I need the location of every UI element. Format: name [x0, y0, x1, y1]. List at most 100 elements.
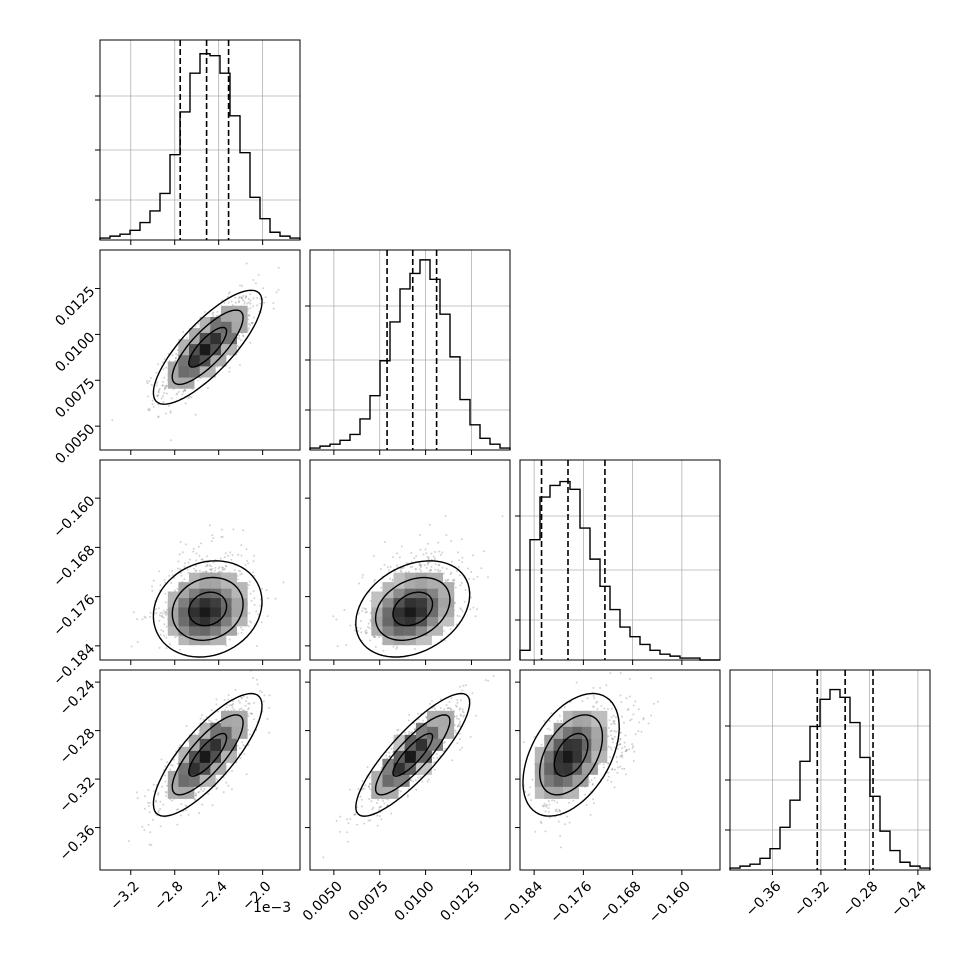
scatter-panel-2-0: −0.184−0.176−0.168−0.160 [50, 459, 301, 689]
sample-point [373, 554, 375, 557]
sample-point [245, 700, 248, 703]
sample-point [163, 612, 166, 615]
sample-point [251, 712, 254, 715]
sample-point [462, 684, 465, 687]
sample-point [247, 322, 250, 325]
sample-point [634, 700, 637, 703]
sample-point [208, 524, 211, 527]
sample-point [163, 358, 166, 360]
sample-point [262, 287, 265, 290]
sample-point [175, 808, 178, 811]
sample-point [164, 765, 167, 768]
sample-point [238, 363, 241, 366]
sample-point [459, 748, 461, 751]
sample-point [409, 566, 412, 569]
sample-point [461, 556, 464, 559]
panel-frame [309, 669, 511, 871]
sample-point [361, 610, 364, 612]
sample-point [178, 390, 180, 393]
sample-point [241, 697, 243, 700]
sample-point [143, 615, 146, 618]
sample-point [245, 295, 248, 298]
sample-point [457, 566, 460, 568]
sample-point [219, 557, 222, 560]
sample-point [149, 615, 152, 618]
sample-point [242, 295, 245, 297]
sample-point [382, 649, 385, 652]
sample-point [386, 804, 389, 807]
sample-point [453, 724, 456, 727]
sample-point [231, 704, 234, 707]
sample-point [223, 302, 226, 304]
sample-point [408, 713, 411, 716]
sample-point [369, 599, 372, 602]
sample-point [391, 556, 394, 559]
sample-point [242, 744, 245, 747]
sample-point [368, 785, 370, 788]
sample-point [206, 564, 209, 567]
sample-point [374, 578, 376, 581]
sample-point [453, 578, 456, 581]
sample-point [412, 780, 415, 783]
sample-point [217, 567, 220, 570]
sample-point [463, 600, 466, 603]
panel-frame [309, 249, 511, 451]
x-tick-label: −2.8 [151, 878, 186, 913]
sample-point [252, 297, 255, 300]
sample-point [464, 684, 467, 687]
y-tick-label: −0.168 [50, 542, 98, 590]
panel-frame [99, 669, 301, 871]
sample-point [163, 623, 166, 626]
sample-point [250, 712, 253, 715]
sample-point [240, 544, 243, 547]
sample-point [246, 302, 248, 305]
y-tick-label: −0.28 [57, 726, 99, 768]
sample-point [365, 611, 368, 613]
sample-point [155, 800, 158, 803]
sample-point [187, 813, 190, 816]
sample-point [228, 366, 231, 369]
sample-point [277, 266, 280, 269]
sample-point [266, 615, 269, 618]
sample-point [247, 625, 250, 628]
sample-point [159, 633, 162, 636]
sample-point [212, 314, 215, 317]
sample-point [408, 732, 411, 735]
sample-point [247, 298, 250, 300]
sample-point [227, 784, 230, 787]
sample-point [206, 563, 209, 566]
sample-point [427, 778, 430, 781]
sample-point [379, 815, 381, 818]
sample-point [147, 789, 150, 791]
sample-point [282, 581, 285, 584]
sample-point [241, 741, 244, 744]
sample-point [469, 608, 472, 611]
contour-line [171, 309, 244, 386]
sample-point [414, 779, 417, 782]
sample-point [162, 381, 164, 383]
y-tick-label: 0.0050 [52, 421, 98, 467]
sample-point [150, 844, 153, 847]
sample-point [400, 567, 403, 570]
sample-point [230, 704, 232, 707]
sample-point [619, 737, 622, 740]
sample-point [458, 559, 461, 562]
sample-point [162, 395, 164, 397]
sample-point [255, 645, 258, 648]
sample-point [454, 586, 457, 589]
sample-point [157, 415, 160, 418]
sample-point [369, 782, 372, 785]
histogram-step [519, 480, 720, 661]
sample-point [369, 639, 371, 642]
sample-point [198, 732, 200, 735]
sample-point [247, 743, 250, 746]
sample-point [237, 553, 240, 556]
sample-point [228, 704, 231, 707]
panel-frame [99, 249, 301, 451]
sample-point [262, 700, 265, 703]
sample-point [459, 713, 462, 716]
sample-point [632, 704, 635, 707]
histogram-step [309, 259, 511, 450]
sample-point [197, 379, 200, 382]
sample-point [457, 724, 460, 727]
